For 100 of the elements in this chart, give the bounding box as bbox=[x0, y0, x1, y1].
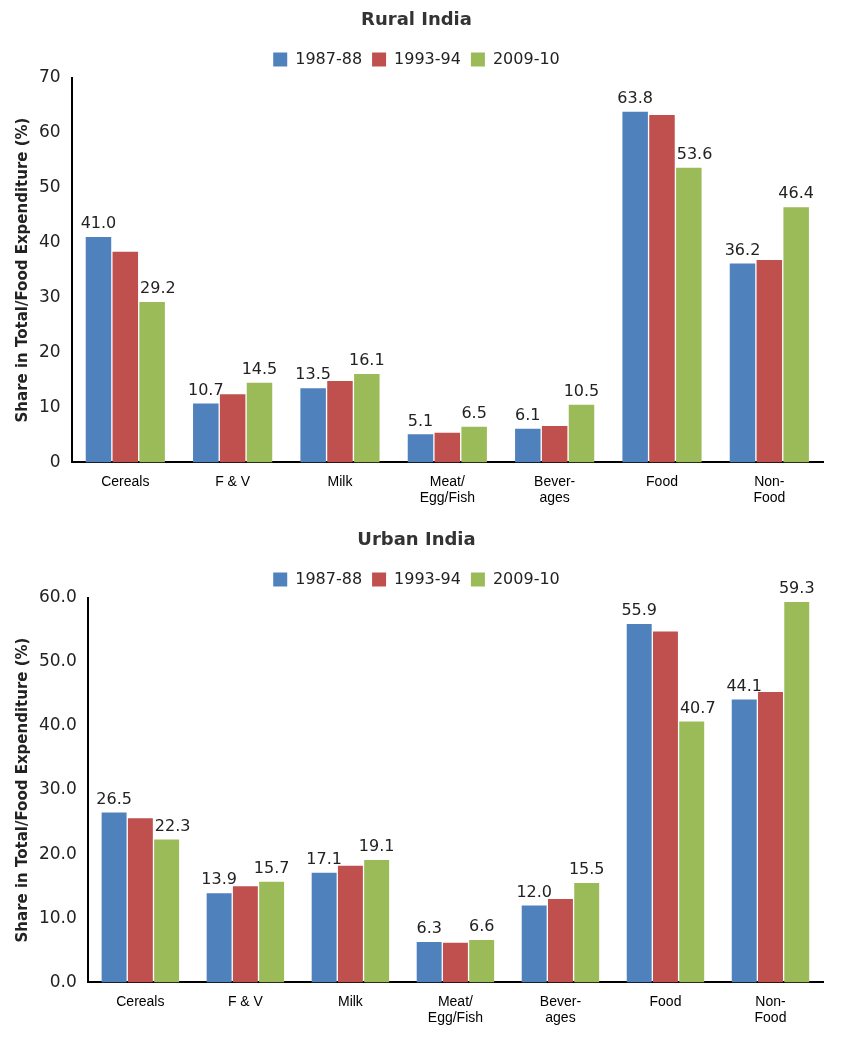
bar bbox=[219, 394, 246, 463]
x-tick-label: Food bbox=[649, 992, 682, 1009]
x-tick-label: Bever- ages bbox=[539, 992, 582, 1026]
bar bbox=[434, 432, 461, 463]
bar bbox=[364, 859, 390, 983]
bar bbox=[154, 839, 180, 983]
x-tick-label: Milk bbox=[327, 472, 354, 489]
bar bbox=[731, 699, 757, 983]
y-tick-label: 10 bbox=[38, 395, 61, 416]
y-tick-label: 30.0 bbox=[38, 778, 77, 799]
legend-label: 2009-10 bbox=[492, 48, 560, 68]
bar bbox=[461, 426, 487, 463]
x-tick-label: Food bbox=[646, 472, 678, 489]
data-label: 14.5 bbox=[241, 358, 278, 378]
chart-title: Rural India bbox=[361, 8, 472, 30]
data-label: 13.9 bbox=[201, 869, 237, 889]
bar bbox=[206, 893, 232, 983]
bar bbox=[127, 818, 153, 983]
y-tick-label: 60.0 bbox=[38, 586, 77, 607]
bar bbox=[85, 237, 112, 463]
bar bbox=[756, 260, 783, 463]
bar bbox=[515, 428, 541, 463]
bar bbox=[469, 940, 495, 983]
data-label: 10.5 bbox=[563, 380, 600, 400]
legend-label: 1993-94 bbox=[394, 48, 461, 68]
data-label: 26.5 bbox=[96, 788, 132, 808]
data-label: 6.6 bbox=[468, 916, 495, 936]
x-tick-label: Cereals bbox=[116, 992, 165, 1009]
bar bbox=[416, 942, 442, 983]
legend-label: 1987-88 bbox=[295, 48, 363, 68]
bar bbox=[407, 434, 434, 463]
y-tick-label: 20 bbox=[38, 340, 61, 361]
data-label: 17.1 bbox=[306, 848, 342, 868]
data-label: 44.1 bbox=[726, 675, 763, 695]
bar bbox=[300, 388, 326, 463]
x-tick-label: Non- Food bbox=[753, 472, 786, 506]
bar bbox=[649, 114, 675, 463]
legend-label: 2009-10 bbox=[492, 568, 560, 588]
y-tick-label: 0 bbox=[49, 450, 61, 471]
y-tick-label: 10.0 bbox=[38, 906, 77, 927]
y-tick-label: 60 bbox=[38, 120, 61, 141]
y-axis-title: Share in Total/Food Expenditure (%) bbox=[12, 637, 31, 943]
data-label: 6.3 bbox=[416, 918, 442, 938]
bar bbox=[729, 263, 756, 463]
y-tick-label: 30 bbox=[38, 285, 61, 306]
data-label: 10.7 bbox=[187, 379, 224, 399]
data-label: 5.1 bbox=[407, 410, 434, 430]
x-tick-label: Bever- ages bbox=[534, 472, 576, 506]
x-tick-label: F & V bbox=[215, 472, 251, 489]
bar bbox=[758, 691, 783, 983]
data-label: 53.6 bbox=[676, 143, 713, 163]
bar bbox=[232, 886, 258, 983]
x-tick-label: Cereals bbox=[101, 472, 150, 489]
y-tick-label: 50 bbox=[38, 175, 61, 196]
data-label: 63.8 bbox=[617, 87, 653, 107]
bar bbox=[653, 631, 678, 983]
y-tick-label: 40 bbox=[38, 230, 61, 251]
bar bbox=[112, 251, 139, 463]
bar bbox=[568, 404, 595, 463]
legend-label: 1993-94 bbox=[394, 568, 461, 588]
data-label: 22.3 bbox=[154, 815, 191, 835]
bar bbox=[139, 301, 165, 463]
data-label: 6.1 bbox=[515, 405, 541, 425]
x-tick-label: Non- Food bbox=[754, 992, 787, 1026]
y-tick-label: 0.0 bbox=[49, 970, 77, 991]
bar bbox=[101, 812, 127, 983]
data-label: 41.0 bbox=[80, 213, 117, 233]
data-label: 40.7 bbox=[679, 697, 716, 717]
data-label: 16.1 bbox=[349, 350, 385, 370]
data-label: 13.5 bbox=[295, 364, 331, 384]
bar bbox=[547, 899, 573, 983]
bar bbox=[574, 882, 600, 983]
x-tick-label: Meat/ Egg/Fish bbox=[427, 992, 484, 1026]
data-label: 19.1 bbox=[358, 836, 395, 856]
bar bbox=[193, 403, 219, 463]
data-label: 29.2 bbox=[140, 278, 176, 298]
bar bbox=[626, 623, 652, 983]
bar bbox=[259, 881, 285, 983]
bar bbox=[354, 373, 380, 463]
bar bbox=[337, 865, 363, 983]
bar bbox=[679, 721, 705, 983]
data-label: 15.5 bbox=[568, 859, 605, 879]
bar bbox=[783, 207, 809, 463]
y-tick-label: 70 bbox=[38, 66, 61, 87]
x-tick-label: Milk bbox=[337, 992, 364, 1009]
legend-label: 1987-88 bbox=[295, 568, 363, 588]
data-label: 15.7 bbox=[253, 857, 290, 877]
bar bbox=[676, 167, 702, 463]
x-tick-label: Meat/ Egg/Fish bbox=[419, 472, 475, 506]
data-label: 46.4 bbox=[778, 183, 814, 203]
bar bbox=[327, 381, 353, 463]
bar bbox=[784, 602, 810, 983]
bar bbox=[541, 426, 568, 463]
data-label: 12.0 bbox=[516, 881, 552, 901]
chart-title: Urban India bbox=[357, 528, 476, 550]
bar bbox=[622, 111, 648, 463]
data-label: 59.3 bbox=[778, 578, 815, 598]
bar bbox=[442, 942, 468, 983]
y-tick-label: 40.0 bbox=[38, 714, 77, 735]
data-label: 6.5 bbox=[461, 402, 487, 422]
